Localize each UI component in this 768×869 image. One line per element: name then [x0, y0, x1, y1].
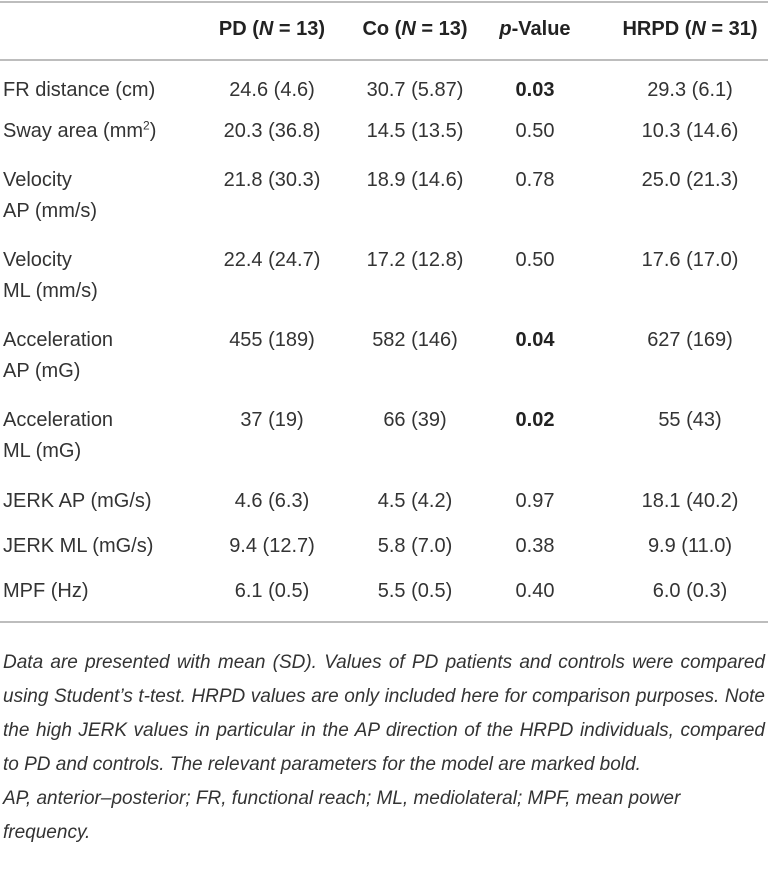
header-rule — [0, 59, 768, 61]
header-text: = 13) — [273, 18, 326, 40]
column-header-hrpd: HRPD (N = 31) — [600, 14, 768, 45]
cell-p: 0.38 — [515, 535, 555, 557]
row-label: JERK ML (mG/s) — [3, 531, 208, 562]
cell-p: 0.50 — [515, 120, 555, 142]
label-line: JERK AP (mG/s) — [3, 490, 152, 512]
column-header-co: Co (N = 13) — [325, 14, 505, 45]
cell-co: 582 (146) — [372, 329, 458, 351]
header-text: = 31) — [705, 18, 758, 40]
cell-hrpd: 25.0 (21.3) — [641, 169, 739, 191]
header-text: = 13) — [415, 18, 468, 40]
label-line: ML (mm/s) — [3, 280, 98, 302]
cell-hrpd: 29.3 (6.1) — [647, 79, 733, 101]
label-line: ML (mG) — [3, 440, 82, 462]
label-line: AP (mm/s) — [3, 200, 98, 222]
cell-co: 18.9 (14.6) — [366, 169, 464, 191]
cell-p: 0.97 — [515, 490, 555, 512]
header-italic: N — [691, 18, 706, 40]
row-label: Acceleration AP (mG) — [3, 325, 208, 387]
cell-p: 0.50 — [515, 249, 555, 271]
label-line: AP (mG) — [3, 360, 81, 382]
cell-pd: 24.6 (4.6) — [229, 79, 315, 101]
label-line: ) — [149, 120, 157, 142]
label-line: Sway area (mm — [3, 120, 144, 142]
cell-pd: 20.3 (36.8) — [223, 120, 321, 142]
header-text: PD ( — [218, 18, 259, 40]
label-line: JERK ML (mG/s) — [3, 535, 154, 557]
header-italic: p — [499, 18, 512, 40]
cell-pd: 37 (19) — [240, 409, 304, 431]
abbreviations-footnote: AP, anterior–posterior; FR, functional r… — [3, 788, 681, 843]
label-line: Acceleration — [3, 409, 114, 431]
cell-co: 5.5 (0.5) — [377, 580, 453, 602]
row-label: Acceleration ML (mG) — [3, 405, 208, 467]
cell-pd: 21.8 (30.3) — [223, 169, 321, 191]
table-footnote: Data are presented with mean (SD). Value… — [3, 652, 765, 775]
label-line: Velocity — [3, 249, 72, 271]
cell-hrpd: 10.3 (14.6) — [641, 120, 739, 142]
cell-p: 0.03 — [515, 79, 555, 101]
header-text: -Value — [511, 18, 571, 40]
cell-co: 66 (39) — [383, 409, 447, 431]
column-header-pd: PD (N = 13) — [182, 14, 362, 45]
label-line: MPF (Hz) — [3, 580, 89, 602]
column-header-p-value: p-Value — [445, 14, 625, 45]
header-text: HRPD ( — [622, 18, 692, 40]
cell-pd: 455 (189) — [229, 329, 315, 351]
cell-hrpd: 18.1 (40.2) — [641, 490, 739, 512]
bottom-rule — [0, 621, 768, 623]
cell-pd: 9.4 (12.7) — [229, 535, 315, 557]
cell-hrpd: 17.6 (17.0) — [641, 249, 739, 271]
cell-p: 0.40 — [515, 580, 555, 602]
cell-co: 14.5 (13.5) — [366, 120, 464, 142]
cell-co: 17.2 (12.8) — [366, 249, 464, 271]
top-rule — [0, 1, 768, 3]
cell-hrpd: 6.0 (0.3) — [652, 580, 728, 602]
row-label: JERK AP (mG/s) — [3, 486, 208, 517]
cell-p: 0.02 — [515, 409, 555, 431]
cell-hrpd: 9.9 (11.0) — [647, 535, 733, 557]
cell-co: 4.5 (4.2) — [377, 490, 453, 512]
cell-co: 30.7 (5.87) — [366, 79, 464, 101]
cell-p: 0.78 — [515, 169, 555, 191]
label-superscript: 2 — [143, 118, 150, 133]
cell-hrpd: 627 (169) — [647, 329, 733, 351]
label-line: Acceleration — [3, 329, 114, 351]
header-italic: N — [401, 18, 416, 40]
cell-pd: 4.6 (6.3) — [234, 490, 310, 512]
row-label: FR distance (cm) — [3, 75, 208, 106]
header-italic: N — [258, 18, 274, 40]
row-label: Sway area (mm2) — [3, 116, 208, 147]
cell-pd: 22.4 (24.7) — [223, 249, 321, 271]
cell-p: 0.04 — [515, 329, 555, 351]
row-label: Velocity AP (mm/s) — [3, 165, 208, 227]
label-line: Velocity — [3, 169, 72, 191]
cell-co: 5.8 (7.0) — [377, 535, 453, 557]
cell-hrpd: 55 (43) — [658, 409, 722, 431]
label-line: FR distance (cm) — [3, 79, 156, 101]
cell-pd: 6.1 (0.5) — [234, 580, 310, 602]
header-text: Co ( — [362, 18, 402, 40]
row-label: MPF (Hz) — [3, 576, 208, 607]
row-label: Velocity ML (mm/s) — [3, 245, 208, 307]
